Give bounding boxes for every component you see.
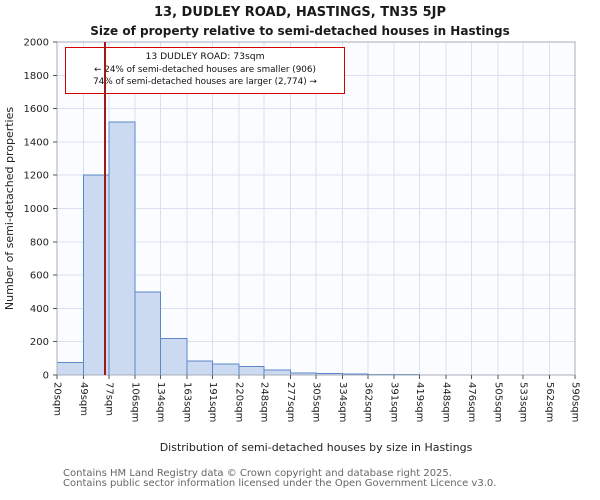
histogram-bar	[56, 362, 84, 376]
svg-text:800: 800	[30, 237, 49, 248]
footer-attribution-1: Contains HM Land Registry data © Crown c…	[63, 468, 452, 479]
svg-text:590sqm: 590sqm	[570, 382, 581, 422]
property-size-marker-line	[104, 42, 106, 375]
y-tick-labels: 0 200 400 600 800 1000 1200 1400 1600 1800 2000	[24, 38, 49, 382]
histogram-bar	[160, 337, 188, 376]
property-annotation-box: 13 DUDLEY ROAD: 73sqm ← 24% of semi-deta…	[65, 47, 345, 94]
svg-text:0: 0	[43, 371, 49, 382]
svg-text:533sqm: 533sqm	[518, 382, 529, 422]
svg-text:305sqm: 305sqm	[311, 382, 322, 422]
histogram-bar	[211, 363, 240, 376]
chart-subtitle: Size of property relative to semi-detach…	[90, 24, 510, 38]
axis-ticks	[53, 41, 576, 379]
histogram-bar	[238, 366, 265, 376]
svg-text:419sqm: 419sqm	[414, 382, 425, 422]
svg-text:134sqm: 134sqm	[155, 382, 166, 422]
svg-text:49sqm: 49sqm	[78, 382, 89, 416]
annotation-smaller-stat: ← 24% of semi-detached houses are smalle…	[94, 64, 316, 75]
svg-text:1000: 1000	[24, 204, 49, 215]
histogram-bar	[134, 291, 162, 376]
svg-text:220sqm: 220sqm	[233, 382, 244, 422]
svg-text:1600: 1600	[24, 104, 49, 115]
svg-text:77sqm: 77sqm	[103, 382, 114, 416]
svg-text:248sqm: 248sqm	[259, 382, 270, 422]
x-tick-labels: 20sqm 49sqm 77sqm 106sqm 134sqm 163sqm 191sqm 2…	[52, 382, 581, 422]
svg-text:106sqm: 106sqm	[130, 382, 141, 422]
annotation-property-size: 13 DUDLEY ROAD: 73sqm	[145, 51, 265, 62]
svg-text:505sqm: 505sqm	[492, 382, 503, 422]
svg-text:191sqm: 191sqm	[207, 382, 218, 422]
svg-text:1200: 1200	[24, 171, 49, 182]
histogram-bar	[108, 121, 136, 376]
annotation-larger-stat: 74% of semi-detached houses are larger (…	[93, 77, 317, 87]
page-title: 13, DUDLEY ROAD, HASTINGS, TN35 5JP	[154, 5, 446, 20]
svg-text:391sqm: 391sqm	[389, 382, 400, 422]
svg-text:476sqm: 476sqm	[466, 382, 477, 422]
y-axis-label: Number of semi-detached properties	[3, 107, 16, 310]
svg-text:163sqm: 163sqm	[181, 382, 192, 422]
x-axis-label: Distribution of semi-detached houses by …	[160, 441, 473, 454]
svg-text:562sqm: 562sqm	[544, 382, 555, 422]
footer-attribution-2: Contains public sector information licen…	[63, 478, 497, 489]
histogram-bar	[263, 369, 292, 376]
svg-text:362sqm: 362sqm	[362, 382, 373, 422]
svg-text:277sqm: 277sqm	[285, 382, 296, 422]
svg-text:400: 400	[30, 304, 49, 315]
svg-text:200: 200	[30, 337, 49, 348]
histogram-bar	[186, 360, 213, 376]
svg-text:334sqm: 334sqm	[337, 382, 348, 422]
svg-text:448sqm: 448sqm	[440, 382, 451, 422]
svg-text:1400: 1400	[24, 137, 49, 148]
svg-text:2000: 2000	[24, 38, 49, 49]
svg-text:20sqm: 20sqm	[52, 382, 63, 416]
histogram-chart: 0 200 400 600 800 1000 1200 1400 1600 1800 2000 20s…	[3, 38, 581, 455]
svg-text:600: 600	[30, 271, 49, 282]
histogram-bars	[56, 121, 421, 376]
svg-text:1800: 1800	[24, 71, 49, 82]
